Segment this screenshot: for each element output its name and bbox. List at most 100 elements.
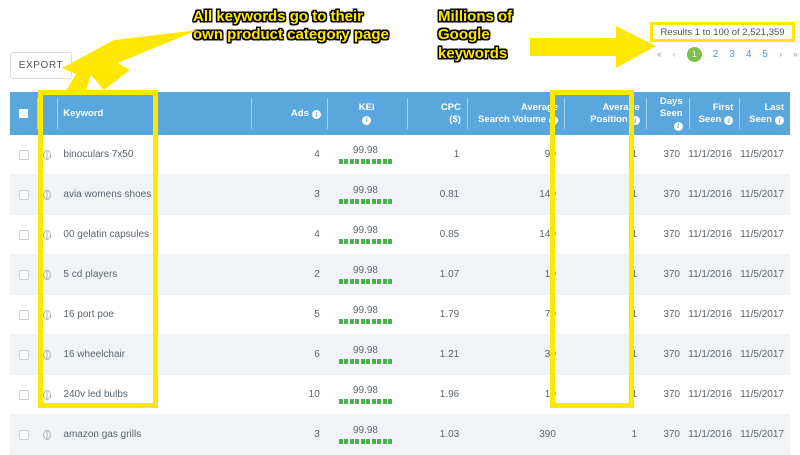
cell-days-seen: 370 — [663, 429, 680, 440]
info-icon[interactable]: i — [362, 115, 372, 125]
export-button[interactable]: EXPORT — [10, 52, 72, 79]
globe-icon[interactable] — [43, 229, 52, 240]
row-select-cell[interactable] — [10, 335, 37, 374]
globe-icon[interactable] — [43, 309, 52, 320]
row-checkbox[interactable] — [18, 229, 29, 240]
row-select-cell[interactable] — [10, 135, 37, 174]
column-header-position-line1: Average — [602, 101, 640, 113]
column-header-search-volume[interactable]: Average Search Volume i — [466, 92, 564, 135]
row-select-cell[interactable] — [10, 215, 37, 254]
row-select-cell[interactable] — [10, 375, 37, 414]
cell-keyword[interactable]: 240v led bulbs — [63, 389, 128, 400]
globe-icon[interactable] — [43, 389, 52, 400]
table-row[interactable]: 00 gelatin capsules 4 99.98 0.85 140 1 370 11/1… — [10, 215, 790, 255]
pagination-first[interactable]: « — [656, 49, 662, 59]
column-header-days-seen[interactable]: Days Seen i — [645, 92, 689, 135]
select-all-header[interactable] — [10, 92, 37, 135]
info-icon[interactable]: i — [311, 110, 321, 120]
row-globe-cell[interactable] — [37, 255, 57, 294]
pagination-page-1[interactable]: 1 — [686, 46, 702, 62]
kei-value: 99.98 — [352, 305, 378, 316]
row-checkbox[interactable] — [18, 189, 29, 200]
info-icon[interactable]: i — [775, 116, 784, 126]
row-globe-cell[interactable] — [37, 175, 57, 214]
pagination[interactable]: « ‹ 1 2 3 4 5 › » — [590, 44, 798, 64]
row-globe-cell[interactable] — [37, 415, 57, 454]
table-row[interactable]: 16 port poe 5 99.98 1.79 70 1 370 11/1/2016 11/5… — [10, 295, 790, 335]
row-checkbox[interactable] — [18, 269, 29, 280]
column-header-average-position[interactable]: Average Position i — [564, 92, 646, 135]
cell-ads: 5 — [314, 309, 320, 320]
globe-icon[interactable] — [43, 429, 52, 440]
column-header-cpc[interactable]: CPC ($) — [406, 92, 467, 135]
column-header-last-seen[interactable]: Last Seen i — [739, 92, 790, 135]
cell-average-position: 1 — [631, 229, 638, 240]
table-row[interactable]: 16 wheelchair 6 99.98 1.21 30 1 370 11/1/2016 11… — [10, 335, 790, 375]
row-select-cell[interactable] — [10, 295, 37, 334]
globe-icon[interactable] — [43, 349, 52, 360]
info-icon[interactable]: i — [549, 116, 559, 126]
kei-bar — [338, 279, 393, 284]
pagination-last[interactable]: » — [792, 49, 798, 59]
select-all-checkbox[interactable] — [19, 109, 29, 118]
row-select-cell[interactable] — [10, 415, 37, 454]
globe-icon[interactable] — [43, 149, 52, 160]
cell-days-seen: 370 — [663, 189, 680, 200]
row-globe-cell[interactable] — [37, 335, 57, 374]
row-select-cell[interactable] — [10, 175, 37, 214]
table-row[interactable]: 240v led bulbs 10 99.98 1.96 10 1 370 11/1/2016… — [10, 375, 790, 415]
row-globe-cell[interactable] — [37, 375, 57, 414]
cell-keyword[interactable]: 16 wheelchair — [63, 349, 126, 360]
row-checkbox[interactable] — [18, 429, 29, 440]
cell-keyword[interactable]: amazon gas grills — [63, 429, 142, 440]
row-globe-cell[interactable] — [37, 295, 57, 334]
row-checkbox[interactable] — [18, 349, 29, 360]
cell-keyword[interactable]: 16 port poe — [63, 309, 114, 320]
table-row[interactable]: 5 cd players 2 99.98 1.07 10 1 370 11/1/2016 11/… — [10, 255, 790, 295]
table-row[interactable]: binoculars 7x50 4 99.98 1 90 1 370 11/1/2016 11/… — [10, 135, 790, 175]
column-header-first-seen[interactable]: First Seen i — [688, 92, 740, 135]
cell-last-seen: 11/5/2017 — [740, 389, 784, 400]
cell-keyword[interactable]: binoculars 7x50 — [63, 149, 134, 160]
row-checkbox[interactable] — [18, 389, 29, 400]
info-icon[interactable]: i — [630, 116, 640, 126]
table-row[interactable]: amazon gas grills 3 99.98 1.03 390 1 370 11/1/2… — [10, 415, 790, 455]
column-header-keyword[interactable]: Keyword — [57, 92, 251, 135]
column-header-kei[interactable]: KEI i — [326, 92, 407, 135]
kei-value: 99.98 — [352, 345, 378, 356]
kei-segment — [360, 359, 365, 364]
pagination-prev[interactable]: ‹ — [672, 49, 676, 59]
globe-icon[interactable] — [43, 189, 52, 200]
cell-last-seen: 11/5/2017 — [740, 189, 784, 200]
kei-segment — [371, 159, 376, 164]
cell-kei: 99.98 — [326, 295, 405, 334]
info-icon[interactable]: i — [673, 122, 683, 132]
row-globe-cell[interactable] — [37, 215, 57, 254]
cell-first-seen: 11/1/2016 — [688, 149, 732, 160]
cell-keyword[interactable]: 00 gelatin capsules — [63, 229, 150, 240]
pagination-page-3[interactable]: 3 — [729, 48, 735, 60]
kei-segment — [338, 439, 343, 444]
column-header-ads[interactable]: Ads i — [251, 92, 327, 135]
cell-keyword[interactable]: 5 cd players — [63, 269, 118, 280]
kei-segment — [338, 279, 343, 284]
globe-icon[interactable] — [43, 269, 52, 280]
row-checkbox[interactable] — [18, 309, 29, 320]
cell-keyword[interactable]: avia womens shoes — [63, 189, 152, 200]
kei-segment — [382, 279, 387, 284]
pagination-next[interactable]: › — [778, 49, 782, 59]
row-globe-cell[interactable] — [37, 135, 57, 174]
pagination-page-5[interactable]: 5 — [762, 48, 768, 60]
kei-segment — [388, 199, 393, 204]
table-row[interactable]: avia womens shoes 3 99.98 0.81 140 1 370 11/1/2… — [10, 175, 790, 215]
kei-segment — [344, 199, 349, 204]
column-header-volume-line2: Search Volume — [478, 113, 547, 125]
info-icon[interactable]: i — [724, 116, 734, 126]
cell-first-seen: 11/1/2016 — [688, 269, 732, 280]
kei-segment — [382, 159, 387, 164]
row-checkbox[interactable] — [18, 149, 29, 160]
pagination-page-4[interactable]: 4 — [745, 48, 752, 60]
pagination-page-2[interactable]: 2 — [712, 48, 719, 60]
kei-segment — [382, 239, 387, 244]
row-select-cell[interactable] — [10, 255, 37, 294]
